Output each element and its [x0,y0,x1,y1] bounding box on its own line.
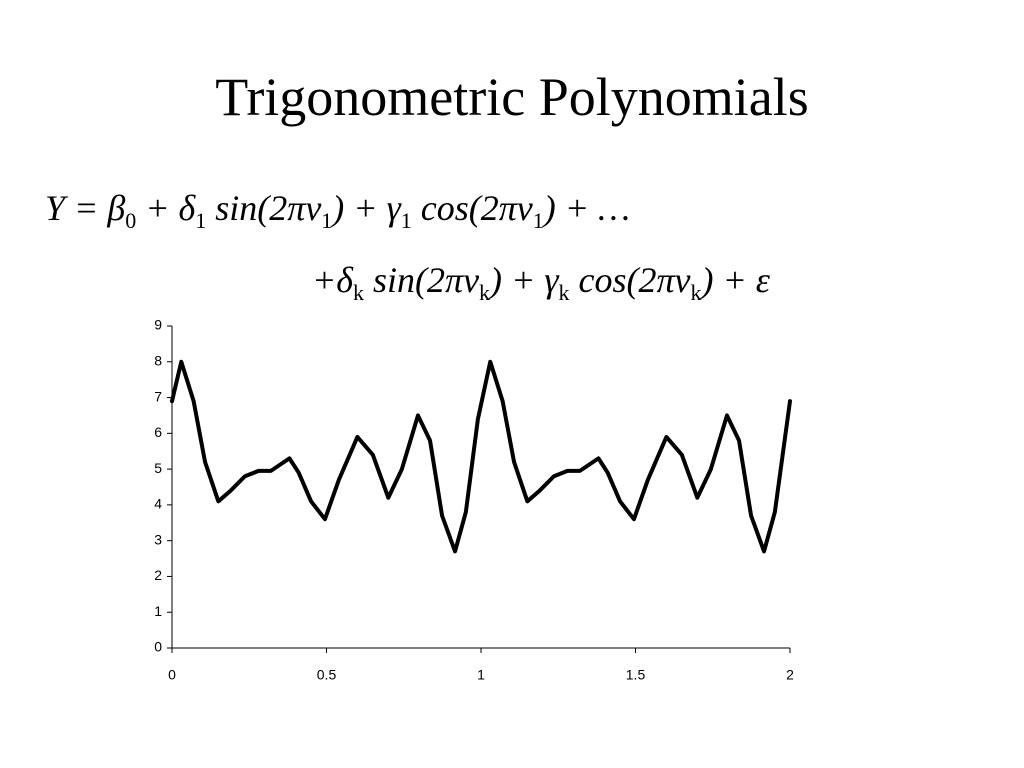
x-tick-label: 1.5 [626,667,646,683]
formula-subscript: 1 [401,208,412,233]
y-tick-label: 9 [154,317,162,333]
formula-line: Y = β0 + δ1 sin(2πν1) + γ1 cos(2πν1) + … [45,188,630,233]
x-tick-label: 2 [786,667,794,683]
formula-text: cos(2πν [412,188,533,228]
slide-title: Trigonometric Polynomials [215,67,809,127]
data-line [170,359,792,554]
x-tick-label: 0 [168,667,176,683]
y-tick-label: 2 [154,567,162,583]
formula-text: + δ [136,188,196,228]
formula-text: Y = β [45,188,125,228]
formula-subscript: k [479,280,490,305]
y-tick-label: 7 [154,388,162,404]
x-tick-label: 0.5 [317,667,337,683]
formula-subscript: 0 [125,208,136,233]
formula-text: +δ [312,260,354,300]
formula-text: sin(2πν [206,188,321,228]
formula-subscript: 1 [195,208,206,233]
formula-text: ) + γ [330,188,401,228]
y-tick-label: 3 [154,531,162,547]
x-tick-label: 1 [477,667,485,683]
y-tick-label: 8 [154,352,162,368]
y-tick-label: 0 [154,639,162,655]
formula-subscript: 1 [533,208,544,233]
formula-text: sin(2πν [364,260,479,300]
formula-subscript: k [353,280,364,305]
y-tick-label: 6 [154,424,162,440]
formula-text: ) + ε [700,260,771,300]
formula-text: cos(2πν [570,260,691,300]
formula-line: +δk sin(2πνk) + γk cos(2πνk) + ε [312,260,771,305]
y-tick-label: 1 [154,603,162,619]
y-tick-label: 5 [154,460,162,476]
y-tick-label: 4 [154,496,162,512]
formula-text: ) + γ [488,260,559,300]
formula-text: ) + … [542,188,630,228]
formula-subscript: k [691,280,702,305]
formula-subscript: k [559,280,570,305]
formula-subscript: 1 [321,208,332,233]
